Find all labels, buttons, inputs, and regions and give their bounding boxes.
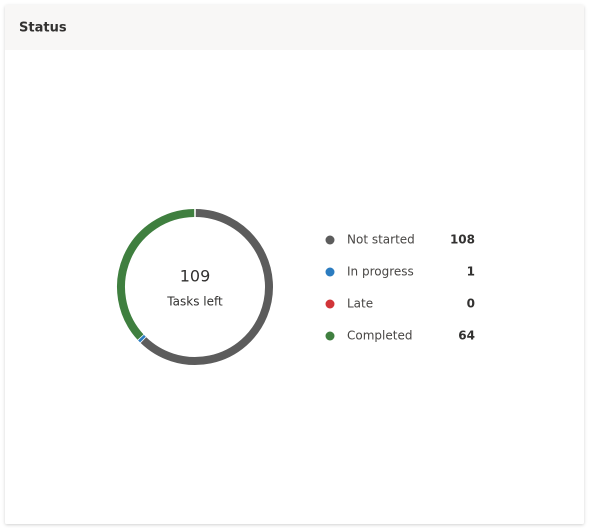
card-title: Status bbox=[19, 21, 67, 36]
legend-value: 1 bbox=[467, 265, 475, 279]
legend-value: 108 bbox=[450, 233, 475, 247]
legend-dot bbox=[325, 235, 335, 245]
donut-segment bbox=[140, 209, 273, 365]
card-header bbox=[5, 5, 584, 50]
legend-value: 64 bbox=[458, 329, 475, 343]
legend-label: Late bbox=[347, 297, 373, 311]
center-label: Tasks left bbox=[166, 295, 223, 309]
card bbox=[5, 5, 584, 524]
legend-value: 0 bbox=[467, 297, 475, 311]
legend-label: Not started bbox=[347, 233, 415, 247]
donut-segment bbox=[138, 334, 146, 343]
donut-segment bbox=[117, 209, 195, 340]
legend-label: Completed bbox=[347, 329, 412, 343]
legend-label: In progress bbox=[347, 265, 414, 279]
legend-dot bbox=[325, 299, 335, 309]
center-value: 109 bbox=[180, 267, 211, 286]
legend-dot bbox=[325, 331, 335, 341]
legend-dot bbox=[325, 267, 335, 277]
